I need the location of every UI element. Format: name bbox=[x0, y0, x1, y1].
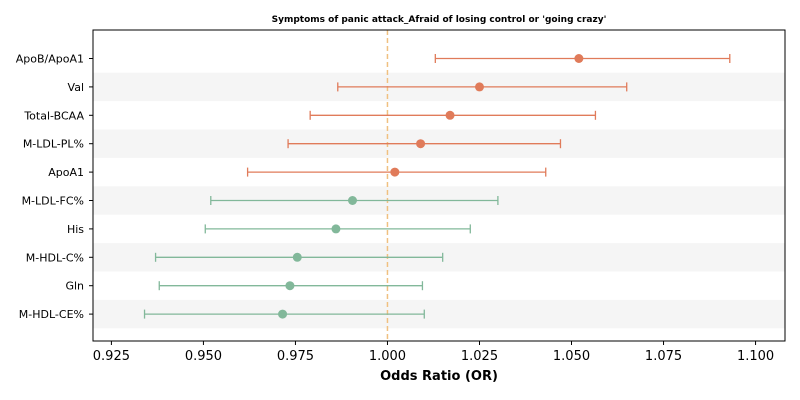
y-tick-label: M-LDL-FC% bbox=[22, 195, 84, 208]
y-tick-label: His bbox=[67, 223, 84, 236]
x-tick-label: 1.075 bbox=[645, 349, 682, 364]
or-point bbox=[348, 196, 357, 205]
y-tick-label: Total-BCAA bbox=[23, 109, 84, 122]
or-point bbox=[292, 252, 302, 262]
y-tick-label: ApoA1 bbox=[48, 166, 84, 179]
plot-frame bbox=[92, 29, 786, 342]
or-point bbox=[416, 139, 426, 149]
x-tick-label: 1.025 bbox=[461, 349, 498, 364]
x-axis-label: Odds Ratio (OR) bbox=[380, 369, 498, 384]
y-axis-labels: ApoB/ApoA1 Val Total-BCAA M-LDL-PL% ApoA1 M-L… bbox=[16, 53, 93, 321]
or-point bbox=[474, 82, 484, 92]
y-tick-label: M-HDL-CE% bbox=[19, 308, 84, 321]
or-point bbox=[574, 54, 584, 63]
x-tick-label: 1.000 bbox=[369, 349, 406, 364]
x-tick-label: 1.050 bbox=[553, 349, 590, 364]
x-tick-label: 0.975 bbox=[277, 349, 314, 364]
or-point bbox=[445, 110, 455, 120]
or-point bbox=[285, 281, 295, 291]
or-point bbox=[331, 224, 341, 234]
x-tick-label: 0.925 bbox=[93, 349, 130, 364]
y-tick-label: Val bbox=[68, 81, 84, 94]
or-point bbox=[390, 167, 400, 177]
x-tick-label: 1.100 bbox=[737, 349, 774, 364]
x-axis: 0.925 0.950 0.975 1.000 1.025 1.050 1.075 1.100 bbox=[93, 341, 774, 364]
chart-title: Symptoms of panic attack_Afraid of losin… bbox=[272, 15, 607, 25]
y-tick-label: ApoB/ApoA1 bbox=[16, 53, 84, 66]
or-point bbox=[278, 309, 288, 319]
y-tick-label: Gln bbox=[65, 280, 84, 293]
x-tick-label: 0.950 bbox=[185, 349, 222, 364]
y-tick-label: M-HDL-C% bbox=[26, 251, 84, 264]
data-marks bbox=[143, 54, 731, 319]
y-tick-label: M-LDL-PL% bbox=[23, 138, 84, 151]
